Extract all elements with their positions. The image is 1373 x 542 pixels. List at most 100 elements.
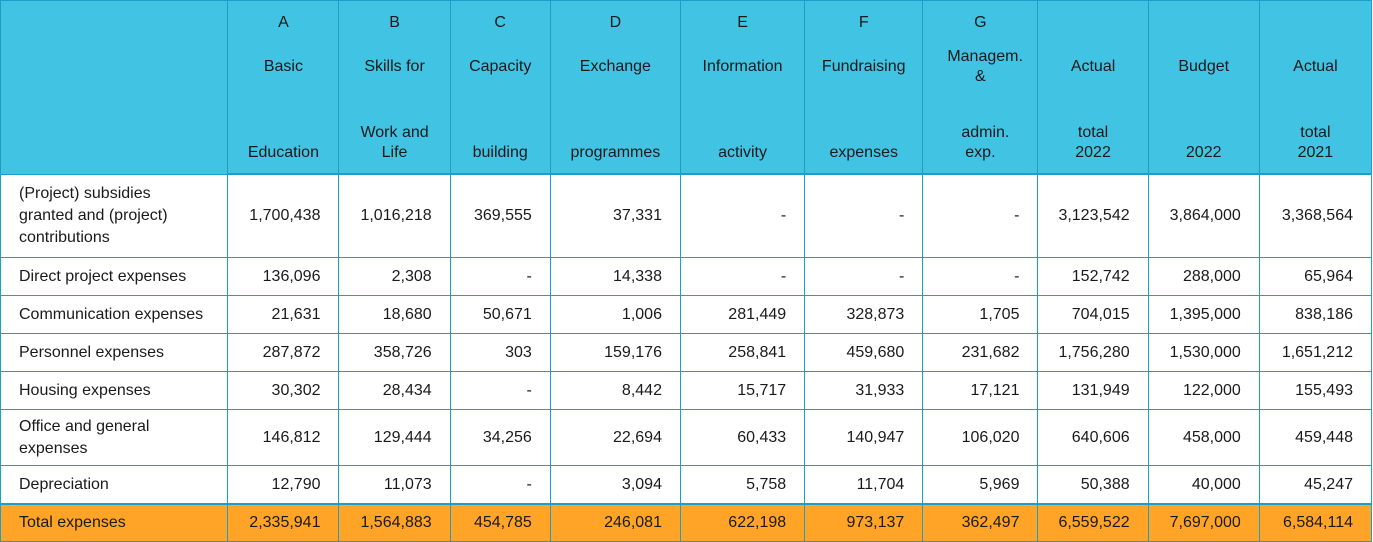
col-letter: E <box>679 0 806 45</box>
table-cell: 459,448 <box>1258 409 1373 466</box>
col-letter: G <box>922 0 1039 45</box>
table-cell: 1,006 <box>549 295 681 334</box>
table-cell: 8,442 <box>549 371 681 410</box>
table-cell: - <box>922 173 1039 258</box>
row-label: Office and general expenses <box>0 409 229 466</box>
table-cell: 358,726 <box>338 333 451 372</box>
table-cell: 3,094 <box>549 465 681 505</box>
col-letter: C <box>449 0 551 45</box>
total-cell: 1,564,883 <box>338 503 451 542</box>
col-letter: A <box>227 0 340 45</box>
table-header: A B C D E F G Basic Skills for Capacity … <box>0 0 1373 175</box>
table-cell: 37,331 <box>549 173 681 258</box>
table-cell: 1,705 <box>922 295 1039 334</box>
table-cell: 231,682 <box>922 333 1039 372</box>
table-cell: 5,969 <box>922 465 1039 505</box>
total-cell: 362,497 <box>922 503 1039 542</box>
table-row: Depreciation 12,790 11,073-3,094 5,758 11,70… <box>0 465 1373 505</box>
table-cell: 704,015 <box>1037 295 1149 334</box>
col-title: Fundraising <box>804 45 924 89</box>
table-cell: - <box>449 371 551 410</box>
table-cell: 1,016,218 <box>338 173 451 258</box>
table-cell: 45,247 <box>1258 465 1373 505</box>
total-cell: 973,137 <box>804 503 924 542</box>
table-cell: 640,606 <box>1037 409 1149 466</box>
table-cell: 328,873 <box>804 295 924 334</box>
table-cell: 287,872 <box>227 333 340 372</box>
col-title: Skills for <box>338 45 451 89</box>
col-subtitle: Education <box>227 89 340 175</box>
table-cell: 152,742 <box>1037 257 1149 296</box>
col-letter: F <box>804 0 924 45</box>
table-cell: - <box>804 257 924 296</box>
col-title: Budget <box>1147 45 1260 89</box>
table-cell: 30,302 <box>227 371 340 410</box>
col-subtitle: Work and Life <box>338 89 451 175</box>
col-title: Basic <box>227 45 340 89</box>
table-cell: 1,756,280 <box>1037 333 1149 372</box>
table-cell: - <box>449 257 551 296</box>
table-cell: 12,790 <box>227 465 340 505</box>
table-row: Housing expenses 30,302 28,434-8,442 15,717… <box>0 371 1373 410</box>
table-cell: 2,308 <box>338 257 451 296</box>
total-cell: 622,198 <box>679 503 806 542</box>
total-row: Total expenses 2,335,941 1,564,883 454,7… <box>0 503 1373 542</box>
table-cell: 1,530,000 <box>1147 333 1260 372</box>
col-subtitle: total 2022 <box>1037 89 1149 175</box>
total-cell: 454,785 <box>449 503 551 542</box>
table-cell: 3,864,000 <box>1147 173 1260 258</box>
col-subtitle: activity <box>679 89 806 175</box>
row-label: Direct project expenses <box>0 257 229 296</box>
table-cell: 60,433 <box>679 409 806 466</box>
col-title: Actual <box>1258 45 1373 89</box>
col-subtitle: expenses <box>804 89 924 175</box>
table-cell: 159,176 <box>549 333 681 372</box>
table-cell: 122,000 <box>1147 371 1260 410</box>
table-cell: 50,388 <box>1037 465 1149 505</box>
table-cell: 50,671 <box>449 295 551 334</box>
table-cell: 1,395,000 <box>1147 295 1260 334</box>
table-cell: 18,680 <box>338 295 451 334</box>
table-cell: 3,368,564 <box>1258 173 1373 258</box>
row-label: Depreciation <box>0 465 229 505</box>
table-cell: 140,947 <box>804 409 924 466</box>
table-cell: 146,812 <box>227 409 340 466</box>
col-title: Capacity <box>449 45 551 89</box>
total-cell: 246,081 <box>549 503 681 542</box>
table-cell: 17,121 <box>922 371 1039 410</box>
table-cell: 5,758 <box>679 465 806 505</box>
table-cell: 106,020 <box>922 409 1039 466</box>
table-cell: 369,555 <box>449 173 551 258</box>
col-subtitle: building <box>449 89 551 175</box>
col-subtitle: admin. exp. <box>922 89 1039 175</box>
table-cell: 28,434 <box>338 371 451 410</box>
table-cell: 136,096 <box>227 257 340 296</box>
table-cell: 31,933 <box>804 371 924 410</box>
table-cell: 459,680 <box>804 333 924 372</box>
col-subtitle: 2022 <box>1147 89 1260 175</box>
table-cell: 34,256 <box>449 409 551 466</box>
total-cell: 7,697,000 <box>1147 503 1260 542</box>
table-cell: 303 <box>449 333 551 372</box>
col-title: Managem. & <box>922 45 1039 89</box>
table-cell: 14,338 <box>549 257 681 296</box>
table-row: Personnel expenses 287,872 358,726 303 159,1… <box>0 333 1373 372</box>
table-cell: 1,651,212 <box>1258 333 1373 372</box>
col-letter <box>1147 0 1260 45</box>
col-subtitle: total 2021 <box>1258 89 1373 175</box>
table-cell: 40,000 <box>1147 465 1260 505</box>
col-title: Exchange <box>549 45 681 89</box>
total-cell: 6,559,522 <box>1037 503 1149 542</box>
col-subtitle: programmes <box>549 89 681 175</box>
col-letter: B <box>338 0 451 45</box>
table-cell: 11,073 <box>338 465 451 505</box>
table-cell: 838,186 <box>1258 295 1373 334</box>
table-cell: 11,704 <box>804 465 924 505</box>
table-cell: 129,444 <box>338 409 451 466</box>
table-row: Office and general expenses 146,812 129,44… <box>0 409 1373 466</box>
table-cell: - <box>922 257 1039 296</box>
table-cell: 15,717 <box>679 371 806 410</box>
row-label: (Project) subsidies granted and (project… <box>0 173 229 258</box>
table-row: (Project) subsidies granted and (project… <box>0 173 1373 258</box>
table-cell: 131,949 <box>1037 371 1149 410</box>
